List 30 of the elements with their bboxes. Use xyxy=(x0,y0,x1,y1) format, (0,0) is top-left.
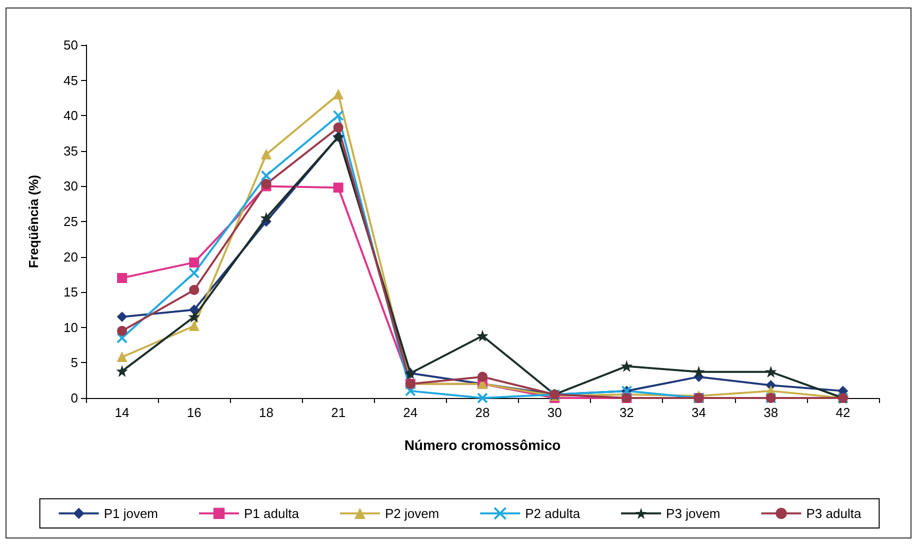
y-tick-label: 45 xyxy=(64,72,78,88)
x-tick-label: 16 xyxy=(186,405,202,420)
y-tick-label: 20 xyxy=(64,249,78,264)
y-tick-label: 35 xyxy=(64,143,78,158)
x-tick-label: 30 xyxy=(547,405,562,420)
legend-label: P3 jovem xyxy=(666,506,720,521)
y-tick-label: 50 xyxy=(64,38,78,52)
y-tick-label: 25 xyxy=(64,214,78,229)
x-tick-label: 18 xyxy=(258,405,274,420)
y-tick-label: 40 xyxy=(64,108,78,124)
x-tick-label: 32 xyxy=(619,405,634,420)
y-tick-label: 0 xyxy=(70,390,78,406)
x-tick-label: 14 xyxy=(114,405,130,420)
x-tick-label: 24 xyxy=(403,405,418,420)
legend-label: P2 adulta xyxy=(525,506,581,521)
x-tick-label: 42 xyxy=(836,405,850,420)
y-tick-label: 5 xyxy=(70,355,78,370)
legend-label: P3 adulta xyxy=(806,506,862,521)
x-tick-label: 21 xyxy=(331,405,346,420)
legend-label: P1 jovem xyxy=(104,506,158,521)
x-tick-label: 28 xyxy=(475,405,490,420)
legend-label: P2 jovem xyxy=(384,506,440,521)
x-axis-title: Número cromossômico xyxy=(404,437,561,453)
y-tick-label: 10 xyxy=(64,320,78,335)
y-axis-title: Freqüência (%) xyxy=(26,174,41,268)
legend-label: P1 adulta xyxy=(244,506,300,521)
y-tick-label: 30 xyxy=(64,178,78,194)
y-tick-label: 15 xyxy=(64,284,78,300)
x-tick-label: 34 xyxy=(692,405,706,420)
x-tick-label: 38 xyxy=(764,405,778,420)
